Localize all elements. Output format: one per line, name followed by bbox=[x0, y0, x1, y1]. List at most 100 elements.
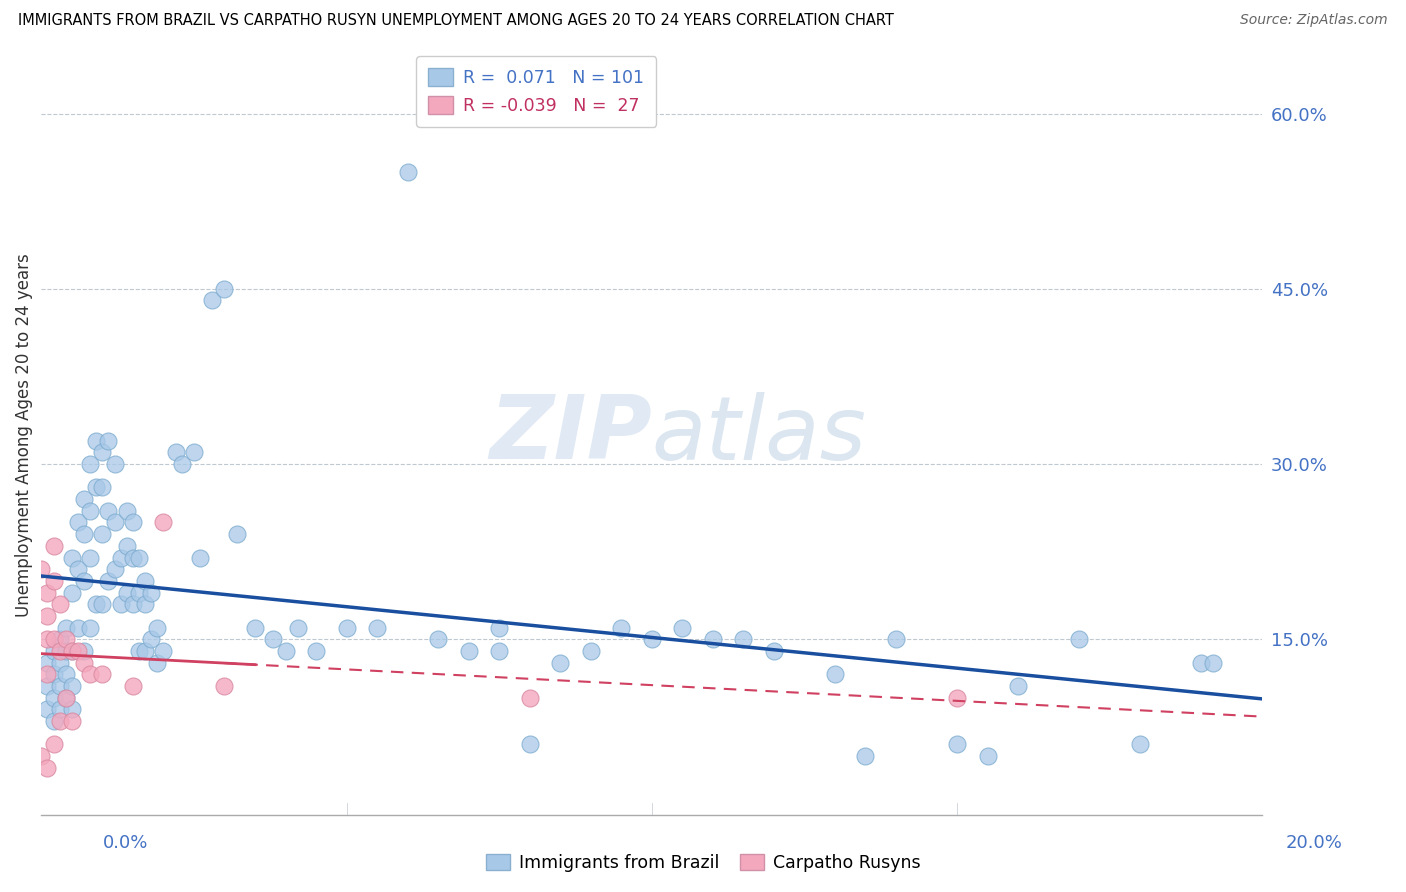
Point bbox=[165, 445, 187, 459]
Point bbox=[671, 621, 693, 635]
Point bbox=[60, 550, 83, 565]
Point bbox=[48, 714, 70, 728]
Point bbox=[97, 434, 120, 448]
Point bbox=[1189, 656, 1212, 670]
Text: 20.0%: 20.0% bbox=[1286, 834, 1343, 852]
Point bbox=[225, 527, 247, 541]
Point bbox=[335, 621, 357, 635]
Point bbox=[79, 457, 101, 471]
Point bbox=[73, 656, 96, 670]
Text: ZIP: ZIP bbox=[489, 392, 652, 478]
Point bbox=[79, 621, 101, 635]
Point bbox=[60, 679, 83, 693]
Point bbox=[91, 480, 114, 494]
Point bbox=[48, 702, 70, 716]
Point bbox=[91, 597, 114, 611]
Point bbox=[37, 702, 59, 716]
Point bbox=[122, 516, 145, 530]
Point bbox=[37, 632, 59, 647]
Point bbox=[824, 667, 846, 681]
Point bbox=[37, 761, 59, 775]
Point bbox=[30, 562, 52, 576]
Point bbox=[55, 690, 77, 705]
Point bbox=[262, 632, 284, 647]
Point bbox=[104, 457, 127, 471]
Point bbox=[42, 574, 65, 588]
Point bbox=[201, 293, 224, 308]
Point bbox=[134, 597, 156, 611]
Point bbox=[84, 597, 107, 611]
Point bbox=[396, 165, 419, 179]
Point bbox=[42, 644, 65, 658]
Point bbox=[79, 667, 101, 681]
Point bbox=[48, 656, 70, 670]
Point bbox=[115, 585, 138, 599]
Legend: R =  0.071   N = 101, R = -0.039   N =  27: R = 0.071 N = 101, R = -0.039 N = 27 bbox=[416, 56, 657, 127]
Text: IMMIGRANTS FROM BRAZIL VS CARPATHO RUSYN UNEMPLOYMENT AMONG AGES 20 TO 24 YEARS : IMMIGRANTS FROM BRAZIL VS CARPATHO RUSYN… bbox=[18, 13, 894, 29]
Point bbox=[188, 550, 211, 565]
Point bbox=[519, 690, 541, 705]
Point bbox=[976, 749, 998, 764]
Point bbox=[84, 434, 107, 448]
Point bbox=[733, 632, 755, 647]
Point bbox=[214, 282, 236, 296]
Point bbox=[79, 550, 101, 565]
Point bbox=[79, 504, 101, 518]
Point bbox=[91, 445, 114, 459]
Point bbox=[97, 504, 120, 518]
Point bbox=[60, 714, 83, 728]
Text: Source: ZipAtlas.com: Source: ZipAtlas.com bbox=[1240, 13, 1388, 28]
Point bbox=[110, 550, 132, 565]
Point bbox=[48, 679, 70, 693]
Point bbox=[42, 738, 65, 752]
Point bbox=[183, 445, 205, 459]
Point bbox=[42, 714, 65, 728]
Point bbox=[104, 516, 127, 530]
Point bbox=[37, 667, 59, 681]
Point bbox=[122, 679, 145, 693]
Point bbox=[243, 621, 266, 635]
Point bbox=[48, 644, 70, 658]
Point bbox=[946, 690, 969, 705]
Point bbox=[55, 667, 77, 681]
Point bbox=[457, 644, 479, 658]
Point bbox=[91, 527, 114, 541]
Point bbox=[702, 632, 724, 647]
Point bbox=[66, 562, 89, 576]
Point bbox=[73, 574, 96, 588]
Point bbox=[73, 492, 96, 507]
Point bbox=[134, 574, 156, 588]
Point bbox=[134, 644, 156, 658]
Point bbox=[122, 550, 145, 565]
Point bbox=[884, 632, 907, 647]
Point bbox=[42, 632, 65, 647]
Point bbox=[60, 644, 83, 658]
Point bbox=[128, 550, 150, 565]
Point bbox=[91, 667, 114, 681]
Point bbox=[274, 644, 297, 658]
Point bbox=[1007, 679, 1029, 693]
Point bbox=[427, 632, 450, 647]
Point bbox=[641, 632, 664, 647]
Point bbox=[104, 562, 127, 576]
Text: 0.0%: 0.0% bbox=[103, 834, 148, 852]
Point bbox=[519, 738, 541, 752]
Point bbox=[141, 632, 163, 647]
Point bbox=[366, 621, 388, 635]
Point bbox=[55, 690, 77, 705]
Point bbox=[66, 621, 89, 635]
Y-axis label: Unemployment Among Ages 20 to 24 years: Unemployment Among Ages 20 to 24 years bbox=[15, 253, 32, 616]
Text: atlas: atlas bbox=[652, 392, 866, 478]
Point bbox=[1069, 632, 1091, 647]
Point bbox=[115, 504, 138, 518]
Point bbox=[48, 632, 70, 647]
Point bbox=[84, 480, 107, 494]
Point bbox=[55, 644, 77, 658]
Point bbox=[37, 585, 59, 599]
Point bbox=[48, 597, 70, 611]
Point bbox=[128, 644, 150, 658]
Point bbox=[548, 656, 571, 670]
Point bbox=[946, 738, 969, 752]
Point bbox=[73, 644, 96, 658]
Point bbox=[42, 690, 65, 705]
